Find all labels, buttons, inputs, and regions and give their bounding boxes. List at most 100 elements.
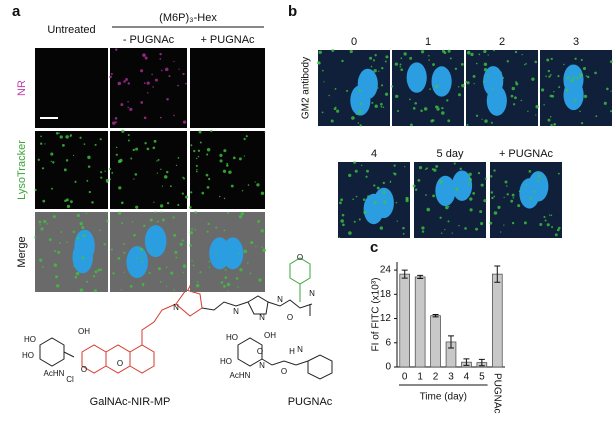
- signal-dot: [541, 88, 545, 92]
- signal-dot: [153, 201, 155, 203]
- signal-dot: [359, 124, 362, 127]
- signal-dot: [534, 60, 538, 64]
- signal-dot: [141, 256, 144, 259]
- signal-dot: [243, 249, 247, 254]
- signal-dot: [441, 111, 445, 115]
- signal-dot: [458, 224, 460, 227]
- signal-dot: [363, 210, 367, 214]
- row-label: LysoTracker: [16, 140, 28, 200]
- error-bar: [478, 358, 485, 367]
- atom-label: N: [233, 307, 239, 316]
- signal-dot: [226, 282, 231, 287]
- signal-dot: [135, 257, 138, 260]
- signal-dot: [192, 264, 195, 267]
- signal-dot: [165, 266, 168, 269]
- signal-dot: [430, 119, 434, 123]
- signal-dot: [358, 218, 361, 221]
- signal-dot: [196, 281, 199, 283]
- signal-dot: [174, 250, 178, 254]
- signal-dot: [353, 220, 356, 223]
- bar: [414, 276, 426, 368]
- nucleus: [406, 62, 427, 93]
- error-bar: [463, 358, 470, 366]
- signal-dot: [106, 220, 109, 223]
- image-background: [35, 212, 108, 292]
- micrograph: [391, 49, 465, 127]
- signal-dot: [44, 143, 46, 145]
- image-background: [110, 48, 187, 128]
- signal-dot: [133, 178, 135, 180]
- signal-dot: [523, 221, 527, 225]
- signal-dot: [156, 220, 159, 223]
- signal-dot: [436, 107, 440, 111]
- timepoint-label: 3: [573, 36, 579, 48]
- signal-dot: [420, 50, 425, 54]
- signal-dot: [484, 177, 487, 180]
- signal-dot: [190, 191, 193, 194]
- signal-dot: [381, 84, 384, 87]
- signal-dot: [34, 236, 37, 239]
- signal-dot: [123, 251, 126, 254]
- signal-dot: [515, 81, 518, 84]
- signal-dot: [580, 58, 583, 62]
- signal-dot: [379, 226, 383, 230]
- signal-dot: [226, 162, 229, 165]
- signal-dot: [50, 152, 54, 156]
- signal-dot: [227, 290, 229, 292]
- signal-dot: [41, 167, 45, 170]
- signal-dot: [585, 75, 588, 77]
- signal-dot: [547, 69, 551, 73]
- signal-dot: [470, 52, 474, 57]
- y-tick-label: 18: [380, 289, 392, 300]
- signal-dot: [238, 215, 243, 219]
- signal-dot: [511, 221, 515, 225]
- signal-dot: [412, 184, 416, 188]
- signal-dot: [120, 103, 124, 107]
- signal-dot: [355, 113, 358, 116]
- signal-dot: [166, 201, 170, 205]
- signal-dot: [391, 85, 394, 88]
- signal-dot: [366, 169, 369, 173]
- signal-dot: [409, 56, 413, 60]
- signal-dot: [46, 223, 48, 225]
- signal-dot: [382, 190, 386, 194]
- signal-dot: [576, 77, 579, 80]
- signal-dot: [362, 198, 366, 201]
- signal-dot: [185, 82, 187, 85]
- signal-dot: [66, 204, 71, 209]
- signal-dot: [94, 270, 98, 274]
- signal-dot: [52, 161, 55, 164]
- signal-dot: [235, 277, 239, 280]
- atom-label: O: [287, 313, 293, 322]
- signal-dot: [469, 197, 473, 201]
- signal-dot: [443, 51, 447, 55]
- signal-dot: [610, 110, 613, 113]
- signal-dot: [173, 60, 175, 63]
- signal-dot: [606, 87, 609, 91]
- signal-dot: [220, 281, 224, 284]
- signal-dot: [65, 159, 69, 162]
- signal-dot: [127, 82, 130, 85]
- signal-dot: [466, 81, 470, 85]
- panel-label: c: [370, 239, 378, 256]
- signal-dot: [447, 220, 450, 223]
- signal-dot: [336, 109, 340, 113]
- bar: [399, 273, 411, 368]
- signal-dot: [489, 221, 493, 225]
- signal-dot: [115, 153, 118, 156]
- signal-dot: [420, 109, 423, 113]
- signal-dot: [512, 197, 515, 199]
- signal-dot: [254, 181, 256, 183]
- signal-dot: [228, 170, 232, 174]
- signal-dot: [338, 236, 341, 239]
- row-label: Merge: [16, 236, 28, 267]
- signal-dot: [553, 123, 557, 126]
- signal-dot: [548, 75, 551, 78]
- signal-dot: [352, 198, 354, 200]
- signal-dot: [459, 167, 462, 170]
- column-header: Untreated: [47, 24, 95, 36]
- signal-dot: [100, 268, 103, 271]
- atom-label: N: [277, 295, 283, 304]
- signal-dot: [182, 271, 184, 274]
- signal-dot: [129, 285, 133, 288]
